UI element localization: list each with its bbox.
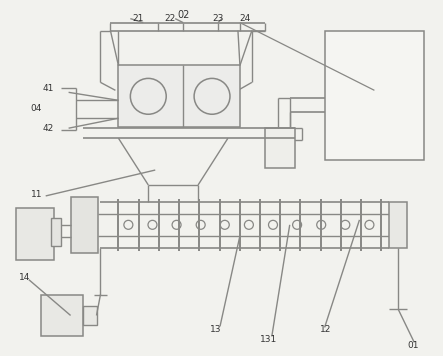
Bar [82, 305, 97, 325]
Bar [325, 31, 424, 160]
Bar [70, 197, 98, 253]
Bar [389, 202, 407, 248]
Text: 04: 04 [31, 104, 42, 113]
Bar [51, 218, 61, 246]
Text: 13: 13 [210, 325, 222, 334]
Text: 21: 21 [132, 14, 144, 23]
Text: 12: 12 [319, 325, 331, 334]
Bar [41, 294, 82, 336]
Text: 14: 14 [19, 273, 30, 282]
Bar [265, 128, 295, 168]
Bar [118, 66, 240, 127]
Text: 01: 01 [407, 341, 419, 350]
Text: 131: 131 [260, 335, 277, 344]
Text: 23: 23 [212, 14, 224, 23]
Bar [16, 208, 54, 260]
Text: 24: 24 [239, 14, 251, 23]
Text: 22: 22 [165, 14, 176, 23]
Text: 42: 42 [43, 124, 54, 133]
Text: 11: 11 [31, 190, 42, 199]
Text: 02: 02 [177, 10, 189, 20]
Text: 41: 41 [43, 84, 54, 93]
